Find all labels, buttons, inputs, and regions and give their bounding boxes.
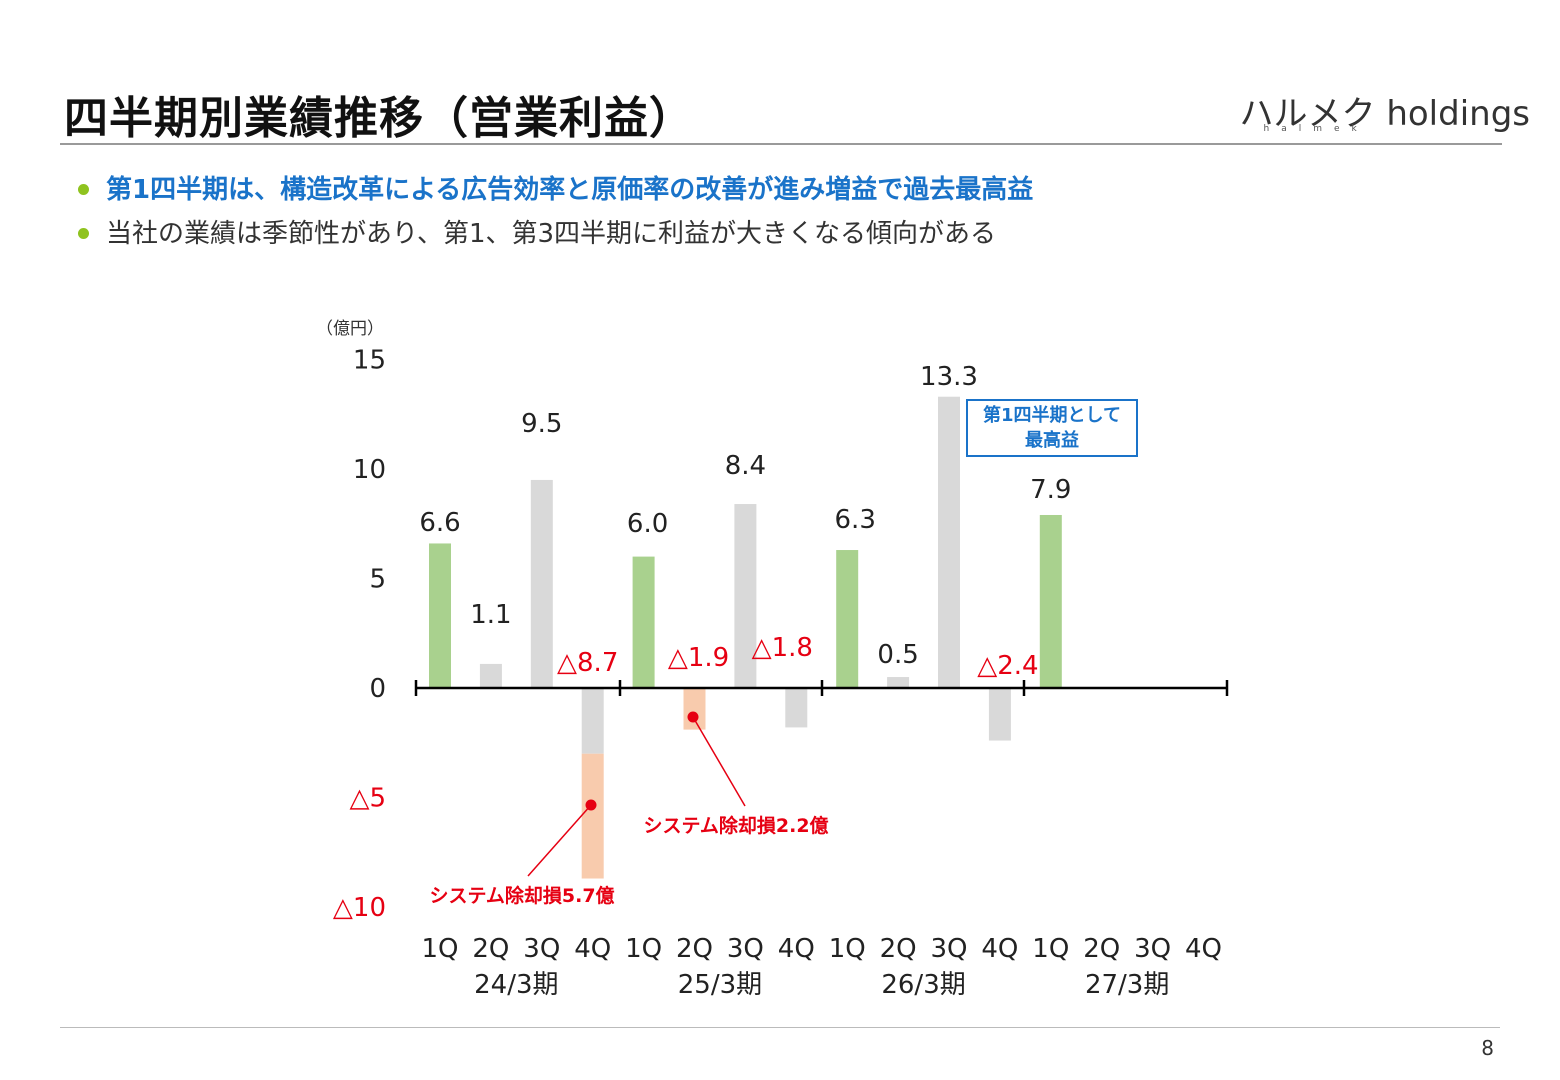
x-tick-label: 1Q [829, 934, 866, 964]
company-logo: ハルメク holdings halmek [1240, 86, 1530, 135]
x-tick-label: 2Q [1083, 934, 1120, 964]
logo-sub-text: halmek [1263, 124, 1369, 134]
bullet-item-seasonality: 当社の業績は季節性があり、第1、第3四半期に利益が大きくなる傾向がある [76, 214, 1033, 254]
bar [1039, 514, 1062, 688]
data-label: △1.9 [668, 643, 729, 673]
footer-divider [60, 1027, 1500, 1028]
bar [988, 688, 1011, 741]
data-label: 0.5 [877, 640, 918, 670]
write-off-segment [581, 753, 604, 879]
x-group-label: 27/3期 [1085, 970, 1169, 1000]
data-label: 13.3 [920, 362, 978, 392]
data-label: △8.7 [557, 648, 618, 678]
x-tick-label: 4Q [981, 934, 1018, 964]
x-group-label: 25/3期 [678, 970, 762, 1000]
write-off-label: システム除却損5.7億 [429, 884, 614, 907]
bullet-text: 当社の業績は季節性があり、第1、第3四半期に利益が大きくなる傾向がある [106, 219, 997, 249]
data-label: 6.6 [419, 508, 460, 538]
logo-main-text: ハルメク holdings [1239, 94, 1530, 134]
page-title: 四半期別業績推移（営業利益） [64, 93, 694, 144]
bar [479, 663, 502, 688]
x-group-label: 24/3期 [474, 970, 558, 1000]
write-off-leader-line [692, 716, 746, 807]
data-label: 7.9 [1030, 475, 1071, 505]
bullet-dot-icon [78, 228, 89, 239]
x-tick-label: 1Q [1032, 934, 1069, 964]
y-tick-label: 10 [353, 455, 386, 485]
bar [938, 396, 960, 688]
record-callout-text: 第1四半期として [983, 404, 1121, 426]
x-tick-label: 3Q [727, 934, 764, 964]
bar [632, 556, 655, 688]
header-divider [60, 143, 1502, 145]
x-tick-label: 2Q [676, 934, 713, 964]
data-label: △2.4 [977, 651, 1038, 681]
x-tick-label: 2Q [880, 934, 917, 964]
x-tick-label: 1Q [625, 934, 662, 964]
bullet-list: 第1四半期は、構造改革による広告効率と原価率の改善が進み増益で過去最高益 当社の… [76, 170, 1033, 254]
bar [836, 550, 859, 688]
y-tick-label: 5 [369, 565, 386, 595]
x-tick-label: 3Q [1134, 934, 1171, 964]
data-label: 6.3 [835, 505, 876, 535]
bar [581, 688, 604, 754]
bullet-item-highlight: 第1四半期は、構造改革による広告効率と原価率の改善が進み増益で過去最高益 [76, 170, 1033, 210]
x-tick-label: 3Q [523, 934, 560, 964]
data-label: 8.4 [725, 451, 766, 481]
x-group-label: 26/3期 [881, 970, 965, 1000]
record-callout-box [966, 399, 1138, 457]
data-label: 6.0 [627, 509, 668, 539]
bar [734, 504, 757, 688]
y-tick-label: △10 [333, 893, 386, 923]
bullet-dot-icon [78, 184, 89, 195]
data-label: 1.1 [470, 600, 511, 630]
page-number: 8 [1481, 1036, 1494, 1060]
bullet-text: 第1四半期は、構造改革による広告効率と原価率の改善が進み増益で過去最高益 [106, 175, 1034, 205]
y-tick-label: 15 [353, 346, 386, 376]
data-label: △1.8 [752, 633, 813, 663]
x-tick-label: 3Q [930, 934, 967, 964]
x-tick-label: 4Q [574, 934, 611, 964]
write-off-label: システム除却損2.2億 [643, 814, 828, 837]
write-off-segment [683, 688, 706, 730]
x-tick-label: 4Q [778, 934, 815, 964]
x-tick-label: 1Q [421, 934, 458, 964]
bar [785, 688, 808, 728]
bar [429, 543, 451, 688]
y-tick-label: 0 [369, 674, 386, 704]
data-label: 9.5 [521, 409, 562, 439]
write-off-marker [585, 799, 597, 811]
write-off-marker [687, 711, 699, 723]
y-tick-label: △5 [349, 784, 386, 814]
x-tick-label: 4Q [1185, 934, 1222, 964]
x-tick-label: 2Q [472, 934, 509, 964]
write-off-leader-line [527, 804, 592, 877]
bar [530, 479, 553, 688]
bar [887, 677, 910, 688]
y-unit-label: （億円） [316, 319, 384, 339]
record-callout-text: 最高益 [1025, 429, 1079, 451]
